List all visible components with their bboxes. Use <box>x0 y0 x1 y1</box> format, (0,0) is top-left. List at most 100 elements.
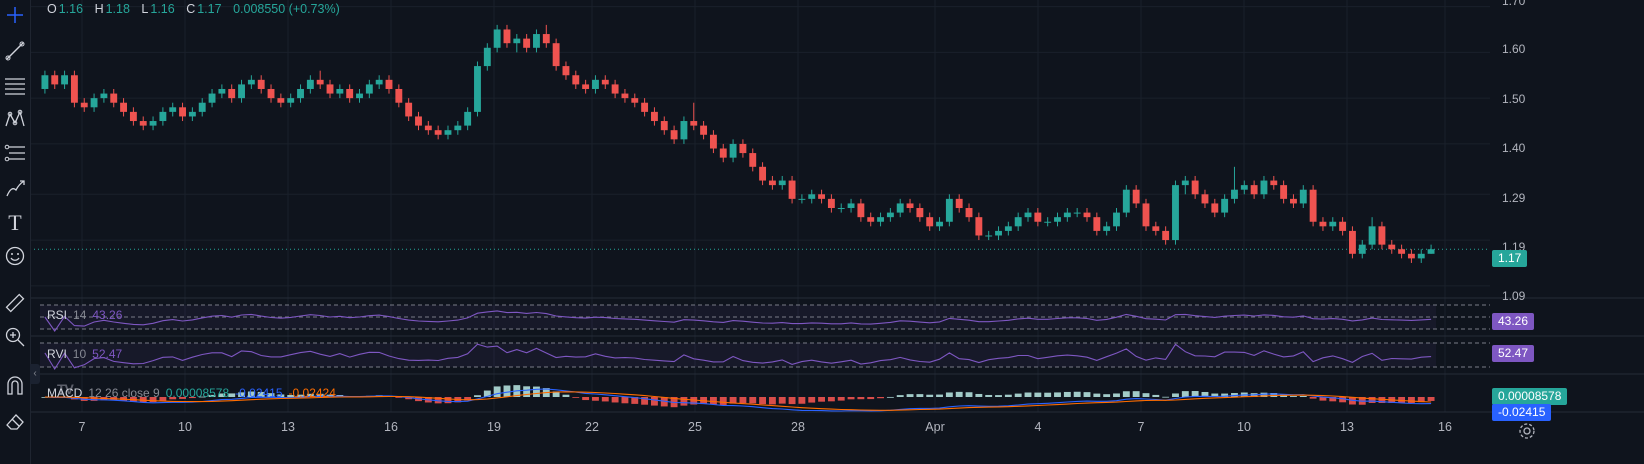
ruler-icon[interactable] <box>2 290 28 316</box>
text-tool-label: T <box>8 210 22 235</box>
open-value: 1.16 <box>58 2 84 16</box>
zoom-icon[interactable] <box>2 324 28 350</box>
trend-line-icon[interactable] <box>2 38 28 64</box>
ohlc-legend: O 1.16 H 1.18 L 1.16 C 1.17 0.008550 (+0.73%… <box>47 2 348 16</box>
candle-body <box>680 121 688 140</box>
macd-histogram-bar <box>1004 394 1012 397</box>
macd-histogram-bar <box>1034 392 1042 397</box>
pattern-icon[interactable] <box>2 106 28 132</box>
candle-body <box>1398 249 1406 254</box>
macd-histogram-bar <box>90 397 98 401</box>
price-tick: 1.70 <box>1502 0 1526 8</box>
fib-icon[interactable] <box>2 140 28 166</box>
candle-body <box>1299 189 1307 204</box>
candle-body <box>896 203 904 213</box>
candle-body <box>1211 203 1219 213</box>
macd-signal-line <box>44 391 1432 411</box>
text-tool-icon[interactable]: T <box>2 210 28 236</box>
macd-histogram-bar <box>562 394 570 397</box>
macd-histogram-bar <box>955 391 963 397</box>
candle-body <box>523 38 531 48</box>
collapse-toolbar-button[interactable]: ‹ <box>30 364 40 384</box>
price-tick: 1.50 <box>1502 92 1526 106</box>
candle-body <box>129 111 137 122</box>
candle-body <box>877 217 884 222</box>
candle-body <box>493 29 501 48</box>
date-tick: 16 <box>384 420 398 434</box>
tradingview-logo[interactable]: TV <box>57 381 74 397</box>
candle-body <box>955 198 963 209</box>
macd-histogram-bar <box>198 396 206 398</box>
macd-histogram-bar <box>621 397 629 404</box>
crosshair-icon[interactable] <box>2 2 28 28</box>
candle-body <box>198 102 206 112</box>
candle-body <box>749 153 757 167</box>
macd-histogram-bar <box>1368 397 1376 403</box>
macd-histogram-bar <box>503 385 511 397</box>
settings-gear-icon[interactable] <box>1516 420 1538 442</box>
macd-histogram-bar <box>306 393 314 397</box>
candle-body <box>247 79 255 85</box>
candle-body <box>621 93 629 99</box>
macd-histogram-bar <box>149 397 157 403</box>
candle-body <box>513 38 521 44</box>
macd-histogram-bar <box>641 397 649 405</box>
eraser-icon[interactable] <box>2 407 28 433</box>
candle-body <box>1103 226 1111 231</box>
macd-line <box>44 388 1432 412</box>
candle-body <box>1280 185 1288 199</box>
candle-body <box>306 79 314 89</box>
candle-body <box>700 125 708 135</box>
candle-body <box>70 75 78 103</box>
candle-body <box>975 217 983 236</box>
candle-body <box>1329 221 1337 227</box>
candle-body <box>641 102 649 112</box>
horizontal-lines-icon[interactable] <box>2 72 28 98</box>
macd-histogram-bar <box>1427 397 1435 401</box>
macd-histogram-bar <box>837 397 845 401</box>
candle-body <box>778 180 786 186</box>
candle-body <box>818 194 826 199</box>
brush-icon[interactable] <box>2 175 28 201</box>
open-label: O <box>47 2 57 16</box>
candle-body <box>1014 217 1022 227</box>
date-tick: 22 <box>585 420 599 434</box>
magnet-icon[interactable] <box>2 372 28 398</box>
candle-body <box>1073 212 1081 214</box>
candle-body <box>1201 194 1209 204</box>
current-price-badge: 1.17 <box>1492 250 1528 267</box>
candle-body <box>857 203 865 218</box>
date-tick: Apr <box>925 420 945 434</box>
macd-histogram-bar <box>1024 392 1032 397</box>
date-tick: 19 <box>487 420 501 434</box>
candle-body <box>847 203 855 209</box>
rvi-name: RVI <box>47 347 67 361</box>
candle-body <box>464 111 472 126</box>
macd-histogram-bar <box>1181 391 1189 397</box>
date-tick: 16 <box>1438 420 1452 434</box>
date-tick: 28 <box>791 420 805 434</box>
macd-histogram-bar <box>906 394 914 397</box>
macd-histogram-bar <box>611 397 619 403</box>
candle-body <box>1162 230 1170 241</box>
emoji-icon[interactable] <box>2 243 28 269</box>
candle-body <box>1093 217 1101 231</box>
candle-body <box>1319 221 1327 227</box>
price-tick: 1.60 <box>1502 42 1526 56</box>
macd-histogram-bar <box>749 397 757 404</box>
macd-histogram-bar <box>1132 391 1140 397</box>
candle-body <box>670 130 678 140</box>
candle-body <box>326 84 334 94</box>
macd-histogram-bar <box>297 394 304 397</box>
candle-body <box>808 194 816 199</box>
candle-body <box>287 98 295 103</box>
candle-body <box>1034 212 1042 222</box>
candle-body <box>90 98 98 108</box>
drawing-toolbar: T <box>0 0 31 464</box>
macd-histogram-bar <box>1191 391 1199 397</box>
macd-histogram-bar <box>985 394 993 397</box>
candle-body <box>533 34 540 48</box>
rsi-badge: 43.26 <box>1492 313 1535 330</box>
macd-histogram-bar <box>1113 393 1120 397</box>
